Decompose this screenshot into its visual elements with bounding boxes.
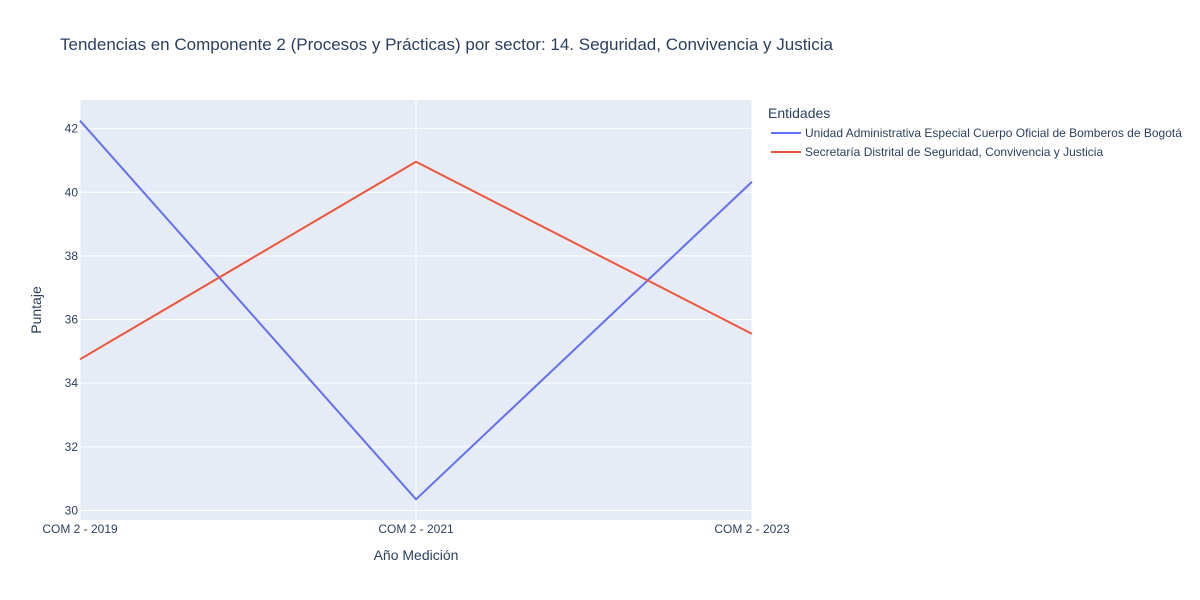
y-tick-label: 36 [65,313,79,327]
y-tick-label: 34 [65,376,79,390]
series-line-2 [79,160,753,361]
x-tick-label: COM 2 - 2023 [714,522,790,536]
x-tick-label: COM 2 - 2021 [378,522,454,536]
legend-label: Secretaría Distrital de Seguridad, Convi… [805,145,1103,159]
y-tick-label: 38 [65,249,79,263]
legend: Unidad Administrativa Especial Cuerpo Of… [771,126,1182,159]
y-tick-label: 42 [65,122,79,136]
x-axis-ticks: COM 2 - 2019 COM 2 - 2021 COM 2 - 2023 [42,522,790,536]
legend-item-2[interactable]: Secretaría Distrital de Seguridad, Convi… [771,145,1103,159]
y-tick-label: 40 [65,185,79,199]
y-axis-ticks: 30 32 34 36 38 40 42 [65,122,79,518]
grid-lines [79,100,753,520]
series-line-1 [79,120,753,501]
y-tick-label: 30 [65,503,79,517]
x-axis-title: Año Medición [374,547,459,563]
legend-title: Entidades [768,105,830,121]
legend-item-1[interactable]: Unidad Administrativa Especial Cuerpo Of… [771,126,1182,140]
legend-label: Unidad Administrativa Especial Cuerpo Of… [805,126,1182,140]
y-axis-title: Puntaje [28,286,44,334]
y-tick-label: 32 [65,440,79,454]
x-tick-label: COM 2 - 2019 [42,522,118,536]
chart-title: Tendencias en Componente 2 (Procesos y P… [60,35,833,54]
series-lines [79,120,753,501]
